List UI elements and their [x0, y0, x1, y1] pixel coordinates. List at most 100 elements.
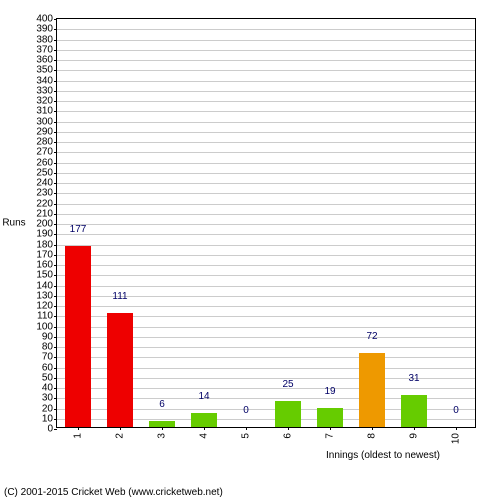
x-axis-title: Innings (oldest to newest) [326, 450, 440, 461]
gridline [57, 204, 475, 205]
y-tick-label: 330 [36, 85, 57, 96]
y-tick-label: 90 [42, 331, 57, 342]
bar-value-label: 19 [324, 386, 335, 397]
copyright-text: (C) 2001-2015 Cricket Web (www.cricketwe… [4, 487, 223, 498]
gridline [57, 214, 475, 215]
gridline [57, 173, 475, 174]
gridline [57, 81, 475, 82]
gridline [57, 234, 475, 235]
y-tick-label: 80 [42, 342, 57, 353]
bar [275, 401, 300, 427]
y-tick-label: 50 [42, 372, 57, 383]
gridline [57, 91, 475, 92]
bar-value-label: 6 [159, 399, 165, 410]
gridline [57, 70, 475, 71]
y-tick-label: 240 [36, 178, 57, 189]
y-tick-label: 10 [42, 413, 57, 424]
x-tick-label: 8 [367, 427, 378, 439]
y-tick-label: 250 [36, 167, 57, 178]
y-tick-label: 280 [36, 137, 57, 148]
y-axis-title: Runs [2, 218, 25, 229]
x-tick-label: 5 [241, 427, 252, 439]
x-tick-label: 7 [325, 427, 336, 439]
bar [191, 413, 216, 427]
y-tick-label: 130 [36, 290, 57, 301]
y-tick-label: 60 [42, 362, 57, 373]
gridline [57, 142, 475, 143]
gridline [57, 255, 475, 256]
y-tick-label: 360 [36, 55, 57, 66]
x-tick-label: 4 [199, 427, 210, 439]
plot-area: 0102030405060708090100110120130140150160… [56, 18, 476, 428]
gridline [57, 60, 475, 61]
bar-value-label: 72 [366, 331, 377, 342]
gridline [57, 50, 475, 51]
y-tick-label: 320 [36, 96, 57, 107]
y-tick-label: 160 [36, 260, 57, 271]
y-tick-label: 340 [36, 75, 57, 86]
bar-value-label: 177 [70, 224, 87, 235]
bar-value-label: 25 [282, 379, 293, 390]
y-tick-label: 400 [36, 14, 57, 25]
gridline [57, 40, 475, 41]
bar [107, 313, 132, 427]
gridline [57, 275, 475, 276]
y-tick-label: 70 [42, 352, 57, 363]
x-tick-label: 10 [451, 427, 462, 444]
bar-value-label: 31 [408, 373, 419, 384]
y-tick-label: 260 [36, 157, 57, 168]
bar-value-label: 0 [243, 405, 249, 416]
x-tick-label: 3 [157, 427, 168, 439]
y-tick-label: 40 [42, 383, 57, 394]
y-tick-label: 100 [36, 321, 57, 332]
y-tick-label: 170 [36, 249, 57, 260]
bar [359, 353, 384, 427]
gridline [57, 286, 475, 287]
bar-value-label: 111 [112, 291, 127, 302]
y-tick-label: 220 [36, 198, 57, 209]
gridline [57, 29, 475, 30]
gridline [57, 152, 475, 153]
y-tick-label: 200 [36, 219, 57, 230]
gridline [57, 193, 475, 194]
y-tick-label: 370 [36, 44, 57, 55]
y-tick-label: 230 [36, 188, 57, 199]
bar [401, 395, 426, 427]
y-tick-label: 290 [36, 126, 57, 137]
bar [317, 408, 342, 427]
y-tick-label: 120 [36, 301, 57, 312]
y-tick-label: 350 [36, 65, 57, 76]
gridline [57, 122, 475, 123]
bar [65, 246, 90, 427]
y-tick-label: 30 [42, 393, 57, 404]
gridline [57, 183, 475, 184]
gridline [57, 306, 475, 307]
y-tick-label: 20 [42, 403, 57, 414]
x-tick-label: 2 [115, 427, 126, 439]
y-tick-label: 300 [36, 116, 57, 127]
x-tick-label: 1 [73, 427, 84, 439]
chart-container: 0102030405060708090100110120130140150160… [0, 0, 500, 500]
gridline [57, 245, 475, 246]
y-tick-label: 150 [36, 270, 57, 281]
y-tick-label: 140 [36, 280, 57, 291]
gridline [57, 163, 475, 164]
gridline [57, 101, 475, 102]
y-tick-label: 0 [47, 424, 57, 435]
y-tick-label: 380 [36, 34, 57, 45]
x-tick-label: 6 [283, 427, 294, 439]
x-tick-label: 9 [409, 427, 420, 439]
gridline [57, 224, 475, 225]
bar-value-label: 0 [453, 405, 459, 416]
gridline [57, 132, 475, 133]
y-tick-label: 390 [36, 24, 57, 35]
gridline [57, 265, 475, 266]
gridline [57, 111, 475, 112]
y-tick-label: 310 [36, 106, 57, 117]
y-tick-label: 110 [37, 311, 57, 322]
y-tick-label: 210 [36, 208, 57, 219]
y-tick-label: 190 [36, 229, 57, 240]
bar-value-label: 14 [198, 391, 209, 402]
y-tick-label: 180 [36, 239, 57, 250]
y-tick-label: 270 [36, 147, 57, 158]
